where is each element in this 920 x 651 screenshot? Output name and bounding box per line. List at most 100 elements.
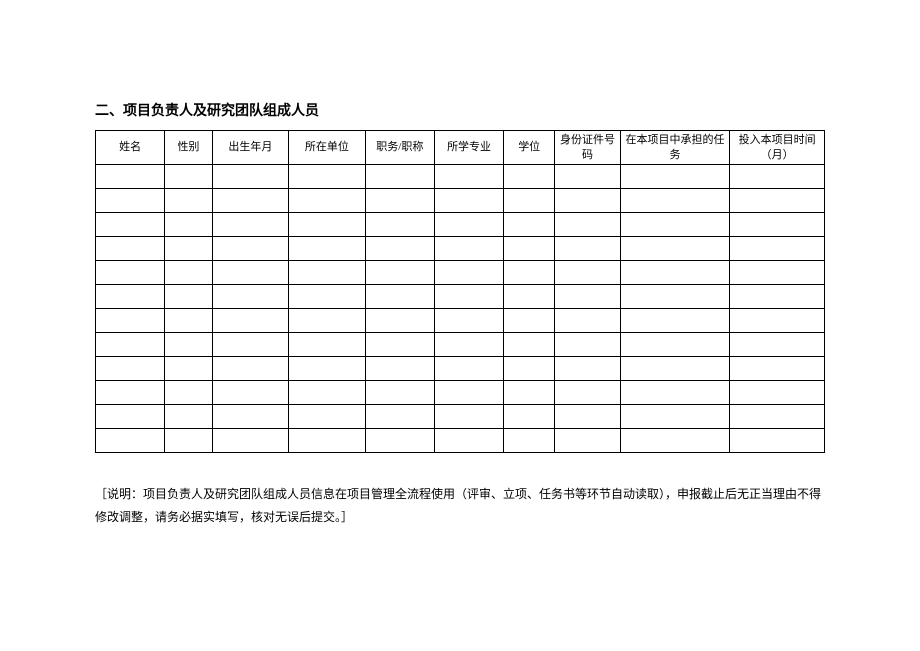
- table-cell: [504, 405, 555, 429]
- table-cell: [365, 261, 434, 285]
- col-header-major: 所学专业: [434, 131, 503, 165]
- table-cell: [212, 189, 289, 213]
- table-cell: [504, 381, 555, 405]
- table-cell: [730, 237, 825, 261]
- table-cell: [165, 285, 212, 309]
- table-cell: [620, 237, 729, 261]
- table-cell: [555, 357, 621, 381]
- col-header-position: 职务/职称: [365, 131, 434, 165]
- table-cell: [504, 309, 555, 333]
- table-cell: [434, 165, 503, 189]
- table-cell: [555, 261, 621, 285]
- table-cell: [289, 429, 366, 453]
- table-cell: [365, 381, 434, 405]
- col-header-name: 姓名: [96, 131, 165, 165]
- table-cell: [96, 165, 165, 189]
- table-cell: [365, 189, 434, 213]
- table-cell: [96, 261, 165, 285]
- table-cell: [555, 405, 621, 429]
- col-header-birth: 出生年月: [212, 131, 289, 165]
- table-cell: [165, 213, 212, 237]
- col-header-task: 在本项目中承担的任务: [620, 131, 729, 165]
- table-cell: [165, 429, 212, 453]
- table-cell: [365, 237, 434, 261]
- table-cell: [96, 189, 165, 213]
- table-cell: [620, 309, 729, 333]
- table-cell: [212, 261, 289, 285]
- table-cell: [289, 285, 366, 309]
- table-cell: [434, 261, 503, 285]
- table-cell: [504, 213, 555, 237]
- table-cell: [434, 405, 503, 429]
- table-cell: [555, 285, 621, 309]
- table-row: [96, 333, 825, 357]
- table-cell: [620, 165, 729, 189]
- table-row: [96, 357, 825, 381]
- table-cell: [289, 309, 366, 333]
- table-cell: [730, 165, 825, 189]
- table-cell: [434, 333, 503, 357]
- table-cell: [434, 357, 503, 381]
- table-row: [96, 405, 825, 429]
- table-cell: [730, 333, 825, 357]
- table-cell: [730, 213, 825, 237]
- table-cell: [620, 285, 729, 309]
- table-cell: [165, 333, 212, 357]
- table-cell: [504, 333, 555, 357]
- table-cell: [555, 333, 621, 357]
- table-cell: [555, 213, 621, 237]
- table-cell: [434, 285, 503, 309]
- table-cell: [620, 333, 729, 357]
- table-cell: [504, 357, 555, 381]
- table-cell: [555, 165, 621, 189]
- table-cell: [289, 261, 366, 285]
- table-cell: [165, 381, 212, 405]
- table-row: [96, 309, 825, 333]
- table-cell: [620, 405, 729, 429]
- table-cell: [434, 189, 503, 213]
- table-cell: [434, 213, 503, 237]
- table-cell: [730, 357, 825, 381]
- table-cell: [504, 189, 555, 213]
- table-cell: [96, 309, 165, 333]
- table-cell: [555, 429, 621, 453]
- table-cell: [504, 237, 555, 261]
- table-cell: [289, 213, 366, 237]
- table-cell: [96, 333, 165, 357]
- table-cell: [165, 357, 212, 381]
- table-row: [96, 381, 825, 405]
- table-cell: [434, 429, 503, 453]
- table-cell: [165, 309, 212, 333]
- table-cell: [620, 213, 729, 237]
- col-header-gender: 性别: [165, 131, 212, 165]
- table-cell: [289, 165, 366, 189]
- table-cell: [212, 237, 289, 261]
- table-cell: [620, 261, 729, 285]
- table-row: [96, 285, 825, 309]
- table-cell: [620, 381, 729, 405]
- table-row: [96, 261, 825, 285]
- table-cell: [434, 381, 503, 405]
- section-title: 二、项目负责人及研究团队组成人员: [95, 100, 825, 120]
- table-cell: [730, 189, 825, 213]
- table-cell: [365, 165, 434, 189]
- table-cell: [365, 429, 434, 453]
- table-cell: [365, 285, 434, 309]
- table-cell: [365, 357, 434, 381]
- table-cell: [212, 333, 289, 357]
- table-cell: [289, 237, 366, 261]
- table-cell: [730, 405, 825, 429]
- note-text: ［说明：项目负责人及研究团队组成人员信息在项目管理全流程使用（评审、立项、任务书…: [95, 483, 825, 529]
- table-cell: [504, 285, 555, 309]
- table-cell: [730, 285, 825, 309]
- table-cell: [212, 285, 289, 309]
- table-cell: [289, 357, 366, 381]
- table-cell: [730, 309, 825, 333]
- table-cell: [555, 237, 621, 261]
- table-row: [96, 165, 825, 189]
- table-cell: [96, 285, 165, 309]
- table-cell: [212, 357, 289, 381]
- table-cell: [165, 261, 212, 285]
- table-cell: [96, 429, 165, 453]
- table-cell: [504, 165, 555, 189]
